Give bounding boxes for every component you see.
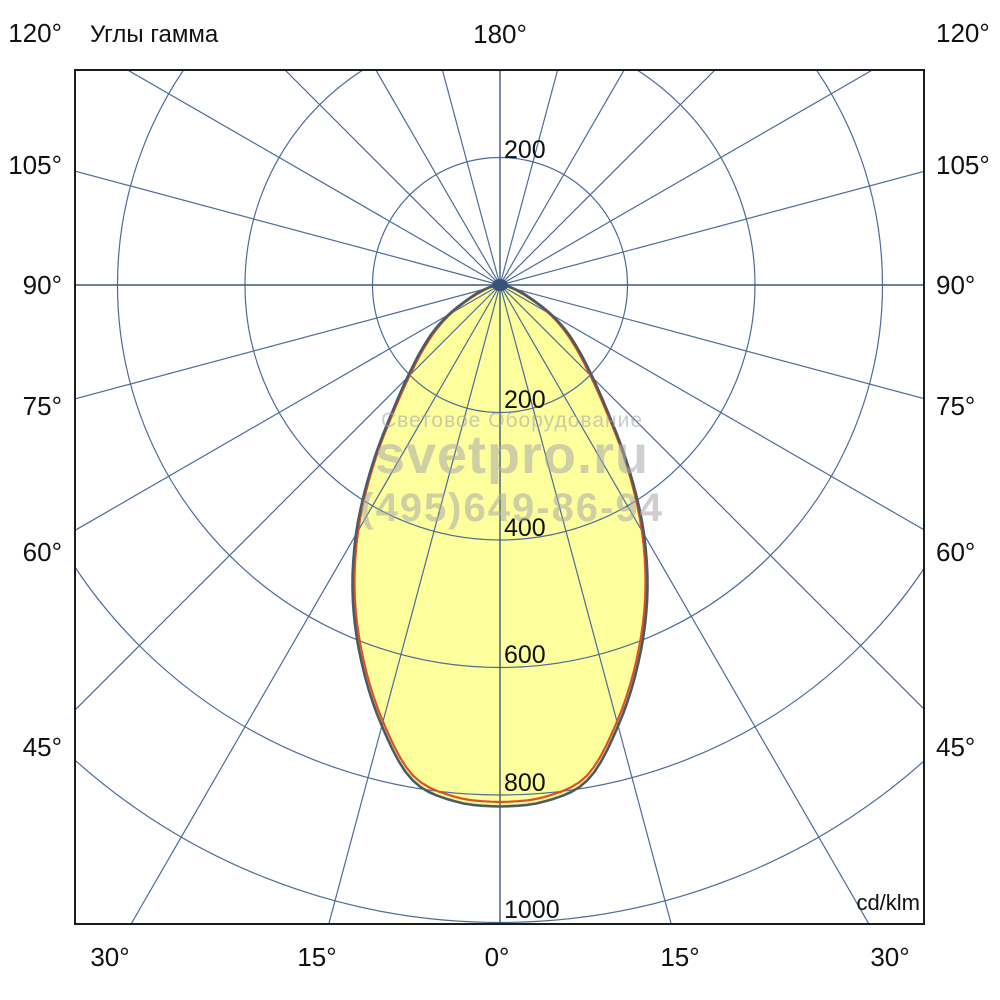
radial-tick-400: 400 xyxy=(504,514,546,542)
grid-ray-225 xyxy=(284,70,501,286)
bottom-tick-15-right: 15° xyxy=(660,942,700,972)
grid-ray-165 xyxy=(499,70,559,286)
gamma-label-left-90: 90° xyxy=(22,270,62,300)
grid-ray-210 xyxy=(375,70,501,286)
grid-ray-150 xyxy=(499,70,625,286)
grid-ray-315 xyxy=(75,284,501,711)
watermark-line1: Световое Оборудование xyxy=(380,409,644,432)
plot-border xyxy=(74,69,925,925)
grid-ray-135 xyxy=(499,70,716,286)
grid-ray-345 xyxy=(328,284,501,924)
polar-center-hub xyxy=(492,279,508,291)
watermark-line3: (495)649-86-94 xyxy=(360,486,664,530)
grid-ray-15 xyxy=(499,284,672,924)
gamma-label-left-60: 60° xyxy=(22,537,62,567)
grid-ray-75 xyxy=(499,284,924,400)
radial-tick-600: 600 xyxy=(504,641,546,669)
radial-tick-200: 200 xyxy=(504,386,546,414)
grid-ray-120 xyxy=(499,70,874,286)
radial-tick-1000: 1000 xyxy=(504,896,560,924)
gamma-label-right-75: 75° xyxy=(936,391,976,421)
grid-ray-60 xyxy=(499,284,924,531)
grid-ray-195 xyxy=(441,70,501,286)
chart-title: Углы гамма xyxy=(90,21,219,48)
grid-ray-240 xyxy=(126,70,501,286)
grid-ray-330 xyxy=(130,284,501,924)
gamma-label-left-45: 45° xyxy=(22,732,62,762)
curve-dark-c90 xyxy=(351,283,649,808)
gamma-label-left-120: 120° xyxy=(8,18,62,48)
gamma-label-right-90: 90° xyxy=(936,270,976,300)
radial-tick-800: 800 xyxy=(504,769,546,797)
radial-unit-label: cd/klm xyxy=(856,890,920,915)
gamma-label-left-75: 75° xyxy=(22,391,62,421)
grid-ray-285 xyxy=(75,284,501,400)
bottom-tick-30-right: 30° xyxy=(870,942,910,972)
grid-ray-300 xyxy=(75,284,501,532)
gamma-label-left-105: 105° xyxy=(8,150,62,180)
radial-tick-200-top: 200 xyxy=(504,136,546,164)
grid-ray-105 xyxy=(499,170,924,286)
gamma-label-top-180: 180° xyxy=(473,19,527,49)
grid-ray-30 xyxy=(499,284,870,924)
gamma-label-right-105: 105° xyxy=(936,150,990,180)
bottom-tick-15-left: 15° xyxy=(297,942,337,972)
bottom-tick-0: 0° xyxy=(484,942,510,972)
watermark-line2: svetpro.ru xyxy=(374,425,650,485)
grid-ray-255 xyxy=(75,170,501,286)
bottom-tick-30-left: 30° xyxy=(90,942,130,972)
gamma-label-right-120: 120° xyxy=(936,18,990,48)
grid-ray-45 xyxy=(499,284,924,710)
gamma-label-right-45: 45° xyxy=(936,732,976,762)
gamma-label-right-60: 60° xyxy=(936,537,976,567)
